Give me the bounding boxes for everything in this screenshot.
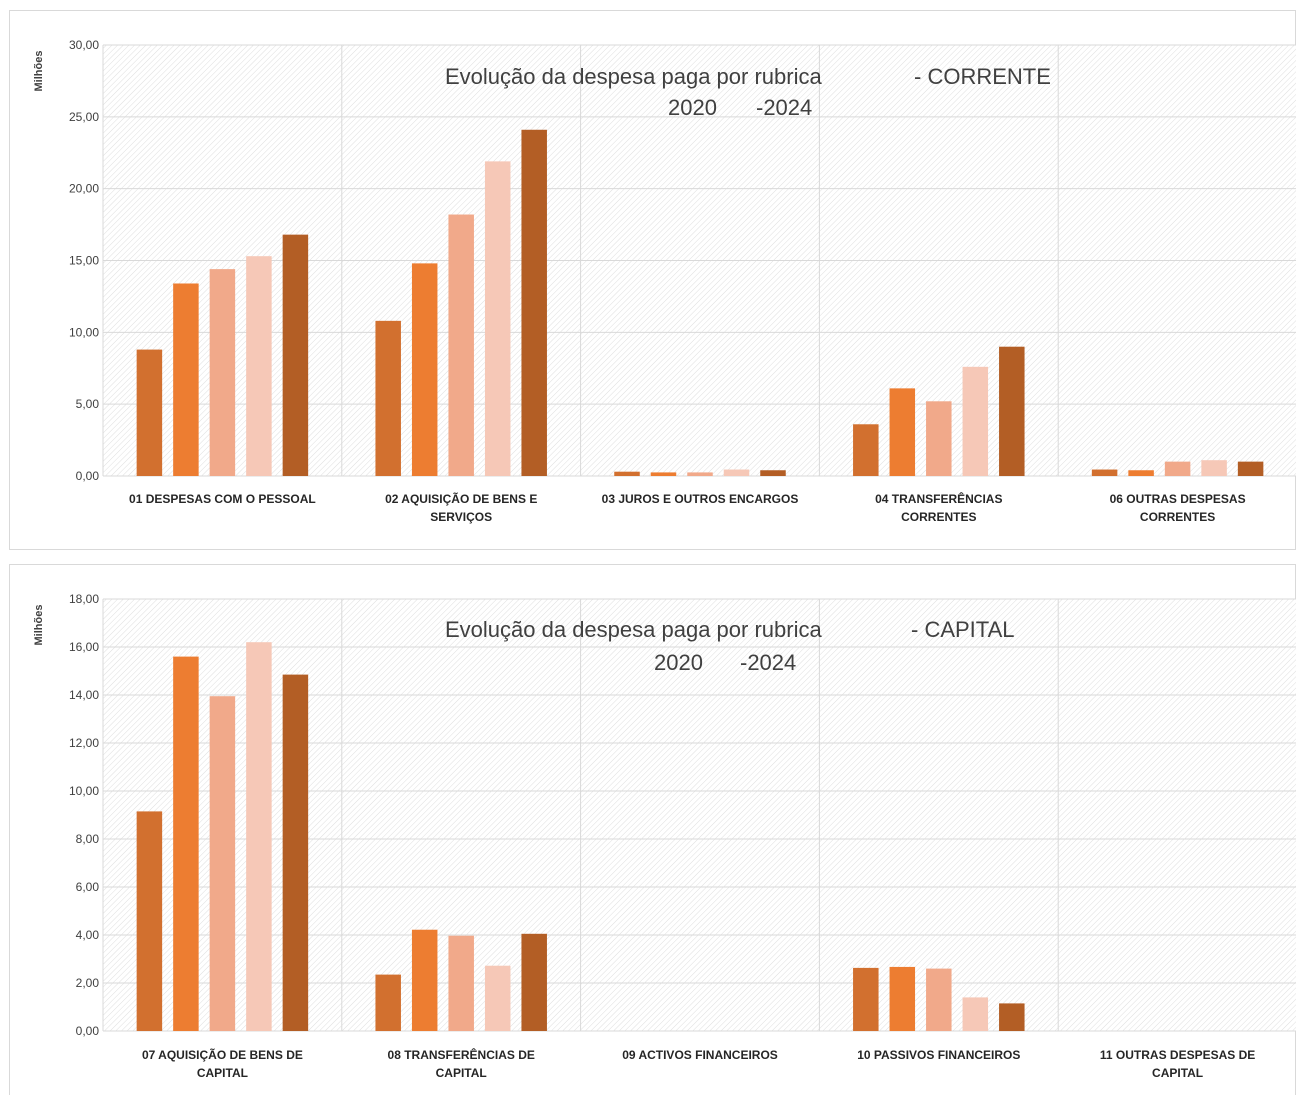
- bar: [246, 256, 272, 476]
- bar: [1128, 470, 1154, 476]
- bar: [1237, 461, 1264, 476]
- y-tick-label: 30,00: [69, 38, 99, 52]
- category-label-line: SERVIÇOS: [430, 510, 492, 524]
- category-label: 07 AQUISIÇÃO DE BENS DE CAPITAL: [142, 1047, 303, 1080]
- y-tick-label: 12,00: [69, 736, 99, 750]
- bar: [448, 935, 474, 1031]
- category-label: 04 TRANSFERÊNCIAS CORRENTES: [875, 491, 1002, 524]
- category-label-line: 07 AQUISIÇÃO DE BENS DE: [142, 1047, 303, 1062]
- y-tick-label: 6,00: [76, 880, 100, 894]
- category-label-line: CAPITAL: [197, 1066, 248, 1080]
- y-tick-label: 18,00: [69, 592, 99, 606]
- bar: [926, 401, 952, 476]
- category-label-line: 09 ACTIVOS FINANCEIROS: [622, 1048, 778, 1062]
- category-label-line: 03 JUROS E OUTROS ENCARGOS: [602, 492, 799, 506]
- bar: [889, 966, 916, 1031]
- y-tick-label: 14,00: [69, 688, 99, 702]
- category-label: 02 AQUISIÇÃO DE BENS E SERVIÇOS: [385, 491, 537, 524]
- chart-title: Evolução da despesa paga por rubrica: [445, 64, 822, 89]
- category-label-line: CAPITAL: [436, 1066, 487, 1080]
- bar: [173, 656, 199, 1031]
- chart-title-suffix: - CORRENTE: [914, 64, 1051, 89]
- category-label-line: 08 TRANSFERÊNCIAS DE: [388, 1047, 535, 1062]
- bar: [136, 349, 163, 476]
- bar: [999, 1003, 1025, 1031]
- bar: [760, 470, 786, 476]
- bar: [1091, 469, 1118, 476]
- chart-title: Evolução da despesa paga por rubrica: [445, 617, 822, 642]
- category-label-line: 04 TRANSFERÊNCIAS: [875, 491, 1002, 506]
- bar: [853, 967, 879, 1031]
- y-tick-label: 16,00: [69, 640, 99, 654]
- y-tick-label: 4,00: [76, 928, 100, 942]
- bar: [448, 214, 474, 476]
- category-label: 09 ACTIVOS FINANCEIROS: [622, 1048, 778, 1062]
- category-label: 11 OUTRAS DESPESAS DE CAPITAL: [1100, 1048, 1255, 1080]
- category-label-line: 01 DESPESAS COM O PESSOAL: [129, 492, 316, 506]
- category-label-line: CORRENTES: [1140, 510, 1215, 524]
- y-tick-label: 10,00: [69, 784, 99, 798]
- bar: [650, 472, 677, 476]
- bar: [999, 346, 1025, 476]
- bar: [521, 129, 547, 476]
- bar: [614, 471, 640, 476]
- category-label-line: 02 AQUISIÇÃO DE BENS E: [385, 491, 537, 506]
- bar: [687, 472, 713, 476]
- bar: [926, 968, 952, 1031]
- bar: [375, 320, 401, 476]
- chart-capital-svg: 0,00 2,00 4,00 6,00 8,00 10,00 12,00 14,00 16,00…: [33, 592, 1296, 1080]
- bar: [282, 674, 309, 1031]
- bar: [962, 997, 989, 1031]
- bar: [209, 696, 236, 1031]
- y-tick-label: 0,00: [76, 469, 100, 483]
- y-tick-label: 2,00: [76, 976, 100, 990]
- chart-title-year-start: 2020: [654, 650, 703, 675]
- category-label-line: CAPITAL: [1152, 1066, 1203, 1080]
- y-tick-label: 15,00: [69, 254, 99, 268]
- chart-corrente-svg: 0,00 5,00 10,00 15,00 20,00 25,00 30,00 Milhões…: [33, 38, 1296, 524]
- bar: [484, 161, 511, 476]
- y-tick-label: 0,00: [76, 1024, 100, 1038]
- category-label: 10 PASSIVOS FINANCEIROS: [857, 1048, 1020, 1062]
- bar: [1164, 461, 1191, 476]
- y-tick-label: 8,00: [76, 832, 100, 846]
- bar: [246, 642, 272, 1031]
- bar: [411, 929, 438, 1031]
- category-label-line: 11 OUTRAS DESPESAS DE: [1100, 1048, 1255, 1062]
- y-tick-label: 25,00: [69, 110, 99, 124]
- category-label-line: CORRENTES: [901, 510, 976, 524]
- bar: [411, 263, 438, 476]
- chart-corrente: 0,00 5,00 10,00 15,00 20,00 25,00 30,00 Milhões…: [9, 10, 1296, 550]
- chart-title-year-end: -2024: [756, 95, 812, 120]
- bar: [484, 965, 511, 1031]
- bar: [723, 469, 750, 476]
- y-tick-label: 20,00: [69, 182, 99, 196]
- bar: [375, 974, 401, 1031]
- y-axis-unit-label: Milhões: [33, 605, 45, 646]
- chart-title-year-end: -2024: [740, 650, 796, 675]
- y-axis-unit-label: Milhões: [33, 51, 45, 92]
- bar: [962, 366, 989, 476]
- bar: [1201, 460, 1227, 476]
- category-label-line: 06 OUTRAS DESPESAS: [1110, 492, 1246, 506]
- category-label: 01 DESPESAS COM O PESSOAL: [129, 492, 316, 506]
- category-label: 08 TRANSFERÊNCIAS DE CAPITAL: [388, 1047, 535, 1080]
- y-tick-label: 5,00: [76, 397, 100, 411]
- bar: [889, 388, 916, 476]
- bar: [173, 283, 199, 476]
- bar: [136, 811, 163, 1031]
- chart-title-suffix: - CAPITAL: [911, 617, 1015, 642]
- bar: [282, 234, 309, 476]
- bar: [521, 933, 547, 1031]
- category-label: 06 OUTRAS DESPESAS CORRENTES: [1110, 492, 1246, 524]
- chart-capital: 0,00 2,00 4,00 6,00 8,00 10,00 12,00 14,00 16,00…: [9, 564, 1296, 1095]
- bar: [853, 424, 879, 476]
- y-tick-label: 10,00: [69, 325, 99, 339]
- category-label: 03 JUROS E OUTROS ENCARGOS: [602, 492, 799, 506]
- chart-title-year-start: 2020: [668, 95, 717, 120]
- category-label-line: 10 PASSIVOS FINANCEIROS: [857, 1048, 1020, 1062]
- bar: [209, 269, 236, 476]
